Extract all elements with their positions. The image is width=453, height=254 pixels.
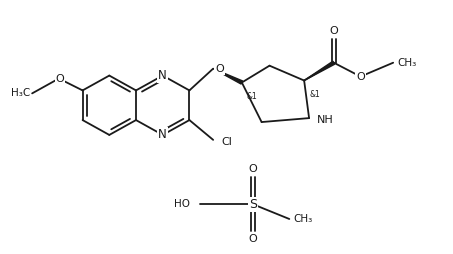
Text: O: O (248, 165, 257, 174)
Text: H₃C: H₃C (11, 88, 30, 98)
Text: &1: &1 (309, 90, 320, 99)
Text: O: O (356, 72, 365, 82)
Text: &1: &1 (247, 92, 257, 101)
Text: O: O (215, 64, 224, 74)
Text: NH: NH (317, 115, 334, 125)
Polygon shape (213, 69, 243, 84)
Text: N: N (159, 69, 167, 82)
Text: O: O (248, 234, 257, 244)
Polygon shape (304, 61, 335, 81)
Text: O: O (329, 26, 338, 36)
Text: CH₃: CH₃ (293, 214, 313, 224)
Text: Cl: Cl (221, 137, 232, 147)
Text: CH₃: CH₃ (397, 58, 416, 68)
Text: O: O (55, 74, 64, 84)
Text: S: S (249, 198, 257, 211)
Text: N: N (159, 129, 167, 141)
Text: HO: HO (174, 199, 190, 209)
